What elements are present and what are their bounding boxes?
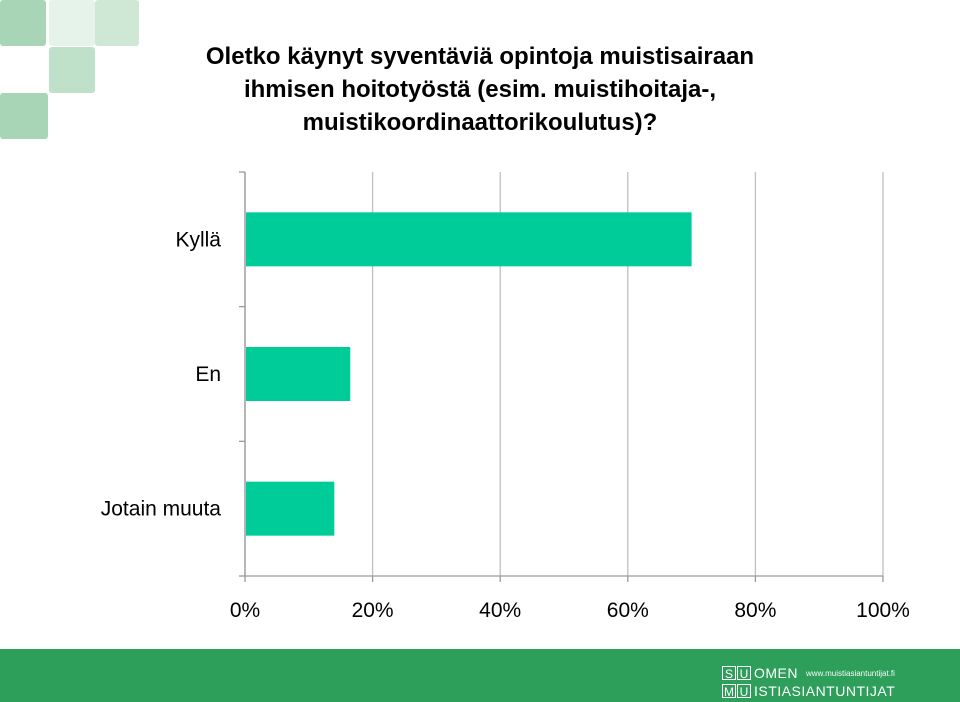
x-tick-label: 80% (734, 599, 776, 622)
logo-letter-box: U (737, 666, 751, 681)
logo-row-bottom: M U ISTIASIANTUNTIJAT (722, 682, 895, 700)
chart-title-line: muistikoordinaattorikoulutus)? (302, 109, 658, 136)
logo-letter-box: U (737, 684, 751, 699)
decorative-squares (0, 0, 139, 139)
x-tick-label: 0% (230, 599, 260, 622)
logo-word: OMEN (754, 665, 798, 681)
chart-title: Oletko käynyt syventäviä opintoja muisti… (140, 40, 820, 139)
category-label: En (195, 363, 221, 386)
deco-square (0, 0, 46, 46)
deco-square (49, 0, 95, 46)
chart-title-line: Oletko käynyt syventäviä opintoja muisti… (205, 43, 755, 70)
logo-letter-box: M (722, 684, 736, 699)
deco-square (0, 93, 48, 139)
category-label: Kyllä (175, 228, 221, 251)
footer-bar (0, 649, 960, 702)
logo-word: ISTIASIANTUNTIJAT (754, 683, 896, 699)
bar (246, 347, 351, 401)
bar-chart: 0% 20% 40% 60% 80% 100% Kyllä En Jotain muuta (101, 171, 910, 622)
category-label: Jotain muuta (101, 498, 222, 521)
x-tick-label: 40% (479, 599, 521, 622)
x-tick-label: 20% (352, 599, 394, 622)
chart-title-line: ihmisen hoitotyöstä (esim. muistihoitaja… (243, 76, 717, 103)
logo-url: www.muistiasiantuntijat.fi (806, 668, 895, 678)
logo-letter-box: S (722, 666, 736, 681)
logo-row-top: S U OMEN www.muistiasiantuntijat.fi (722, 664, 895, 682)
deco-square (49, 47, 95, 93)
bar (246, 212, 692, 267)
x-tick-label: 60% (607, 599, 649, 622)
deco-square (95, 0, 139, 46)
x-tick-label: 100% (856, 599, 910, 622)
bar (246, 481, 335, 536)
organization-logo: S U OMEN www.muistiasiantuntijat.fi M U … (722, 664, 952, 700)
